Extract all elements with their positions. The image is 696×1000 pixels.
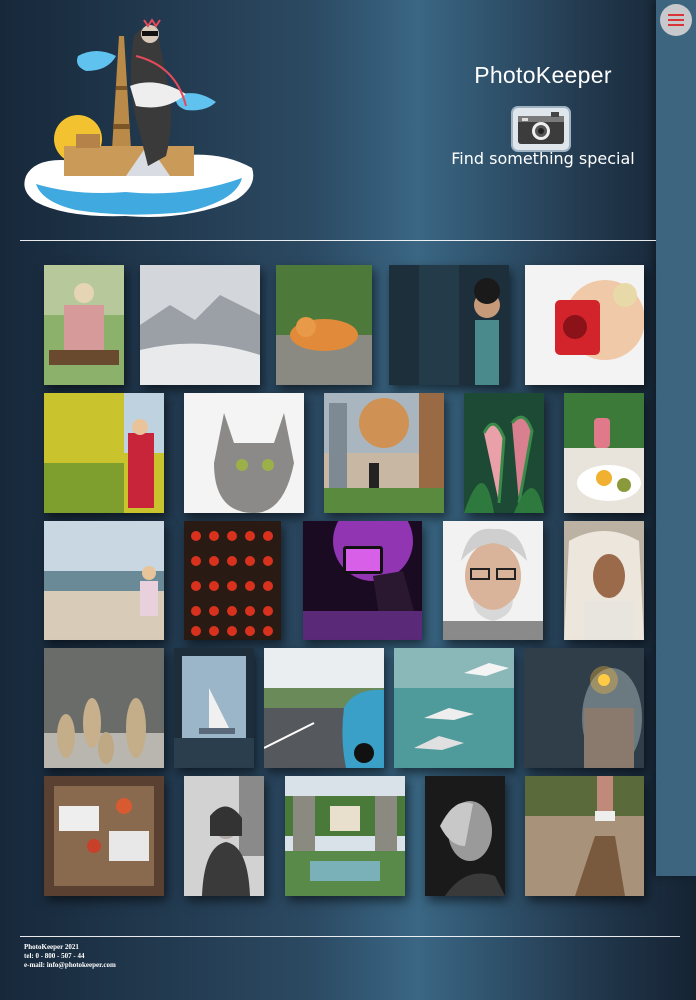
photo-thumbnail[interactable]	[564, 521, 644, 640]
camera-icon[interactable]	[511, 106, 571, 152]
header-divider	[20, 240, 656, 241]
footer-email[interactable]: e-mail: info@photokeeper.com	[24, 961, 116, 969]
photo-thumbnail[interactable]	[389, 265, 509, 385]
photo-thumbnail[interactable]	[44, 521, 164, 640]
right-sidebar	[656, 0, 696, 876]
photo-thumbnail[interactable]	[285, 776, 405, 896]
photo-thumbnail[interactable]	[464, 393, 544, 513]
photo-thumbnail[interactable]	[44, 776, 164, 896]
photo-thumbnail[interactable]	[303, 521, 422, 640]
photo-thumbnail[interactable]	[140, 265, 260, 385]
site-tagline: Find something special	[451, 149, 635, 168]
footer-phone: tel: 0 - 800 - 507 - 44	[24, 952, 85, 960]
photo-thumbnail[interactable]	[525, 265, 644, 385]
footer-divider	[20, 936, 680, 937]
photo-thumbnail[interactable]	[184, 776, 264, 896]
photo-thumbnail[interactable]	[184, 393, 304, 513]
photo-thumbnail[interactable]	[564, 393, 644, 513]
footer-copyright: PhotoKeeper 2021	[24, 943, 79, 951]
footer: PhotoKeeper 2021 tel: 0 - 800 - 507 - 44…	[24, 943, 116, 970]
photo-thumbnail[interactable]	[44, 265, 124, 385]
photo-thumbnail[interactable]	[44, 393, 164, 513]
logo-illustration	[24, 18, 254, 217]
photo-thumbnail[interactable]	[276, 265, 372, 385]
photo-thumbnail[interactable]	[184, 521, 281, 640]
menu-line	[668, 14, 684, 16]
brand-block: PhotoKeeper Find something special	[448, 62, 638, 168]
site-title: PhotoKeeper	[474, 62, 612, 88]
photo-thumbnail[interactable]	[443, 521, 543, 640]
photo-thumbnail[interactable]	[174, 648, 254, 768]
menu-line	[668, 19, 684, 21]
photo-thumbnail[interactable]	[44, 648, 164, 768]
photo-thumbnail[interactable]	[525, 776, 644, 896]
photo-thumbnail[interactable]	[264, 648, 384, 768]
photo-thumbnail[interactable]	[524, 648, 644, 768]
hamburger-menu-icon[interactable]	[660, 4, 692, 36]
photo-thumbnail[interactable]	[425, 776, 505, 896]
photo-thumbnail[interactable]	[324, 393, 444, 513]
photo-thumbnail[interactable]	[394, 648, 514, 768]
menu-line	[668, 24, 684, 26]
